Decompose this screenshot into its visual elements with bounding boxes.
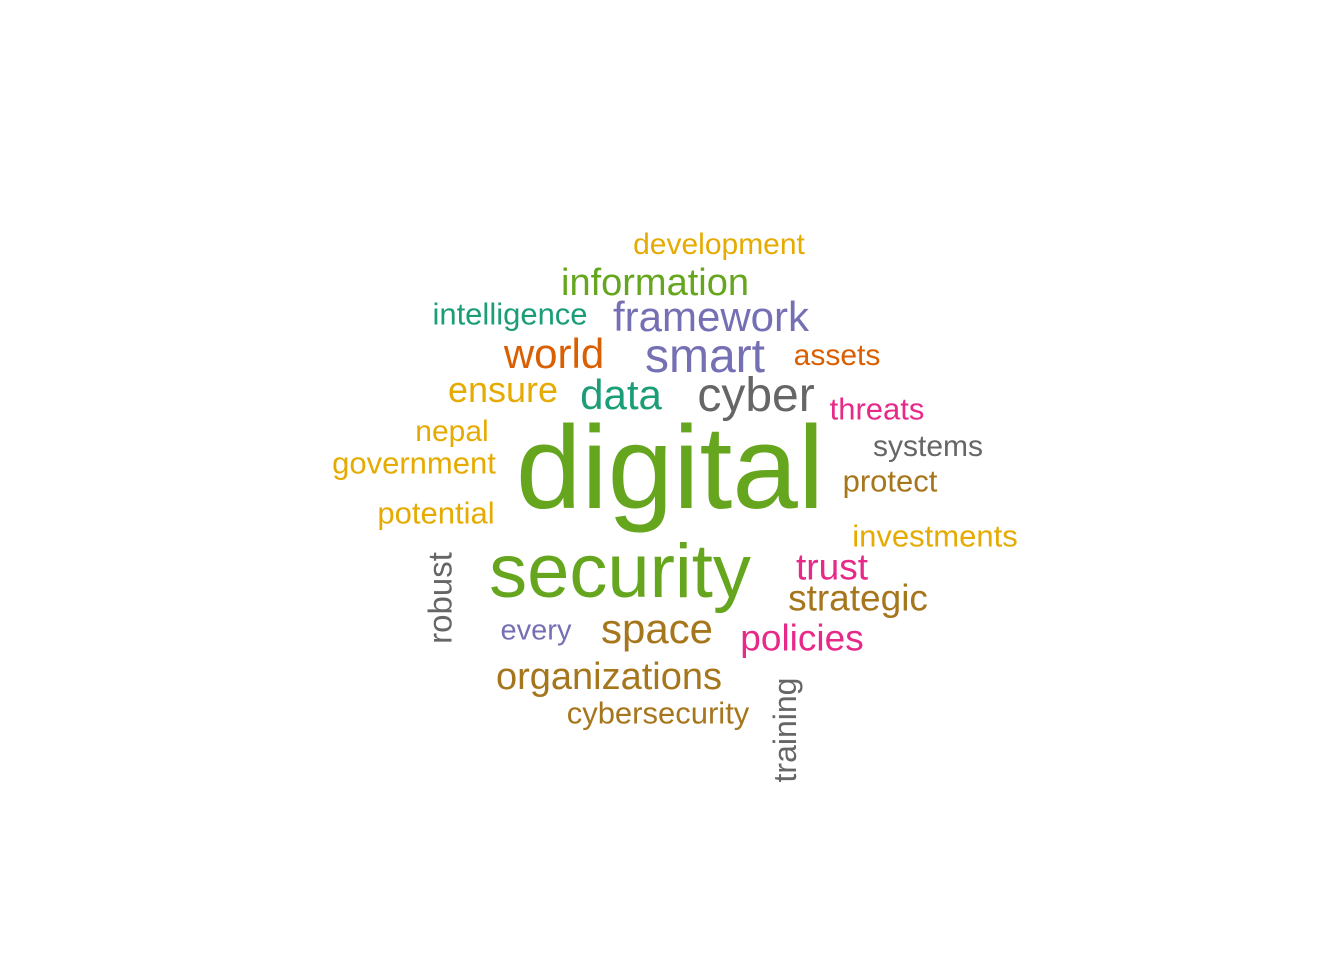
word-ensure: ensure: [447, 369, 559, 410]
word-development: development: [633, 228, 805, 261]
word-potential: potential: [377, 495, 495, 531]
word-training: training: [767, 677, 803, 783]
word-threats: threats: [829, 391, 925, 427]
word-nepal: nepal: [415, 415, 489, 448]
word-security: security: [489, 529, 751, 614]
word-robust: robust: [421, 552, 459, 644]
word-framework: framework: [612, 293, 810, 340]
word-world: world: [503, 330, 605, 377]
word-space: space: [600, 605, 714, 652]
word-strategic: strategic: [788, 577, 928, 619]
word-policies: policies: [740, 617, 864, 659]
word-every: every: [500, 614, 572, 647]
word-information: information: [561, 262, 749, 304]
word-protect: protect: [842, 463, 938, 499]
word-government: government: [332, 445, 496, 481]
word-assets: assets: [793, 339, 881, 372]
word-data: data: [580, 371, 662, 418]
word-cyber: cyber: [697, 369, 815, 422]
word-smart: smart: [645, 330, 765, 383]
word-organizations: organizations: [495, 656, 723, 698]
word-cybersecurity: cybersecurity: [566, 695, 750, 731]
word-investments: investments: [852, 518, 1018, 554]
word-trust: trust: [796, 546, 868, 588]
word-intelligence: intelligence: [432, 296, 588, 332]
word-digital: digital: [515, 402, 825, 534]
word-systems: systems: [872, 430, 984, 463]
